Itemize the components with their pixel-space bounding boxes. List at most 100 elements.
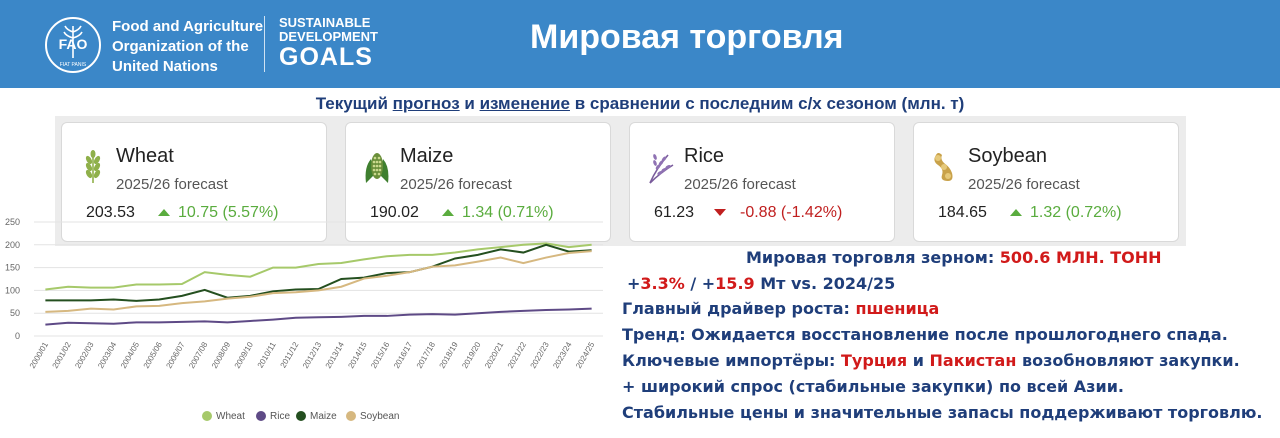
x-tick-label: 2018/19 (438, 340, 461, 370)
summary-line-2: +3.3% / +15.9 Мт vs. 2024/25 (627, 274, 895, 293)
x-tick-label: 2020/21 (483, 340, 506, 370)
trade-line-chart: 0 50 100 150 200 250 2000/01 2001/02 2002/03 2003… (5, 217, 603, 370)
text-highlight: Пакистан (929, 351, 1017, 370)
subtitle-change: изменение (479, 94, 570, 113)
legend-swatch (256, 411, 266, 422)
x-tick-label: 2013/14 (324, 340, 347, 370)
x-tick-label: 2014/15 (346, 340, 369, 370)
text-highlight: 3.3% (640, 274, 685, 293)
x-tick-label: 2004/05 (119, 340, 142, 370)
card-change: 1.34 (0.71%) (462, 204, 554, 221)
summary-line-6: + широкий спрос (стабильные закупки) по … (622, 377, 1124, 396)
x-tick-label: 2019/20 (460, 340, 483, 370)
legend-label: Wheat (216, 411, 245, 422)
summary-line-5: Ключевые импортёры: Турция и Пакистан во… (622, 351, 1240, 370)
y-tick-label: 150 (5, 263, 20, 273)
arrow-down-icon (714, 209, 726, 216)
text-part: Главный драйвер роста: (622, 299, 856, 318)
legend-item-maize: Maize (296, 411, 337, 422)
text-part: Мировая торговля зерном: (746, 248, 1000, 267)
arrow-up-icon (442, 209, 454, 216)
card-value: 190.02 (370, 204, 419, 221)
y-tick-label: 0 (15, 331, 20, 341)
subtitle-part: и (459, 94, 480, 113)
series-line-rice (45, 307, 592, 326)
x-tick-label: 2009/10 (233, 340, 256, 370)
logo-motto: FIAT PANIS (60, 62, 87, 68)
series-line-maize (45, 243, 592, 302)
card-value: 184.65 (938, 204, 987, 221)
x-tick-label: 2016/17 (392, 340, 415, 370)
fao-name-line: Food and Agriculture (112, 18, 264, 35)
legend-label: Soybean (360, 411, 400, 422)
card-rice: Rice 2025/26 forecast 61.23 -0.88 (-1.42… (629, 122, 895, 242)
card-soybean: Soybean 2025/26 forecast 184.65 1.32 (0.… (913, 122, 1179, 242)
card-name: Rice (684, 145, 725, 167)
card-subtitle: 2025/26 forecast (400, 176, 512, 193)
legend-swatch (202, 411, 212, 422)
sdg-line: DEVELOPMENT (279, 29, 378, 44)
text-part: / + (684, 274, 716, 293)
fao-logo: FAO FIAT PANIS (45, 17, 101, 73)
subtitle-part: Текущий (315, 94, 393, 113)
arrow-up-icon (1010, 209, 1022, 216)
card-subtitle: 2025/26 forecast (968, 176, 1080, 193)
x-tick-label: 2001/02 (51, 340, 74, 370)
text-highlight: 500.6 МЛН. ТОНН (999, 248, 1162, 267)
x-tick-label: 2005/06 (142, 340, 165, 370)
arrow-up-icon (158, 209, 170, 216)
card-value: 61.23 (654, 204, 695, 221)
x-tick-label: 2024/25 (574, 340, 597, 370)
text-highlight: 15.9 (715, 274, 755, 293)
legend-label: Maize (310, 411, 337, 422)
card-name: Soybean (968, 145, 1047, 167)
sdg-logo: SUSTAINABLE DEVELOPMENT GOALS (279, 15, 378, 71)
card-change: 10.75 (5.57%) (178, 204, 279, 221)
text-highlight: пшеница (855, 299, 940, 318)
text-part: возобновляют закупки. (1016, 351, 1240, 370)
x-tick-label: 2000/01 (28, 340, 51, 370)
fao-name-line: Organization of the (112, 38, 249, 55)
sdg-line: SUSTAINABLE (279, 15, 371, 30)
fao-name-line: United Nations (112, 58, 218, 75)
legend-item-soybean: Soybean (346, 411, 399, 422)
legend-swatch (346, 411, 356, 422)
y-tick-label: 50 (10, 308, 20, 318)
x-tick-label: 2021/22 (506, 340, 529, 370)
logo-letters: FAO (59, 36, 88, 52)
card-subtitle: 2025/26 forecast (116, 176, 228, 193)
x-tick-label: 2015/16 (369, 340, 392, 370)
x-tick-label: 2011/12 (279, 340, 301, 370)
x-tick-label: 2007/08 (187, 340, 210, 370)
text-part: + (627, 274, 641, 293)
page-title: Мировая торговля (530, 18, 844, 56)
x-tick-label: 2017/18 (415, 340, 438, 370)
summary-line-1: Мировая торговля зерном: 500.6 МЛН. ТОНН (746, 248, 1162, 267)
x-tick-label: 2003/04 (96, 340, 119, 370)
rice-icon (649, 154, 674, 184)
sdg-goals: GOALS (279, 43, 373, 71)
header-banner: FAO FIAT PANIS Food and Agriculture Orga… (0, 0, 1280, 88)
summary-line-3: Главный драйвер роста: пшеница (622, 299, 939, 318)
summary-line-7: Стабильные цены и значительные запасы по… (622, 403, 1263, 422)
text-highlight: Турция (841, 351, 908, 370)
series-line-wheat (45, 242, 592, 291)
subtitle: Текущий прогноз и изменение в сравнении … (0, 94, 1280, 114)
y-tick-label: 100 (5, 285, 20, 295)
wheat-icon (85, 150, 101, 183)
legend-item-rice: Rice (256, 411, 290, 422)
maize-icon (365, 153, 389, 183)
x-tick-label: 2006/07 (164, 340, 187, 370)
y-tick-label: 200 (5, 240, 20, 250)
card-value: 203.53 (86, 204, 135, 221)
subtitle-forecast: прогноз (392, 94, 460, 113)
x-tick-label: 2010/11 (256, 340, 278, 370)
subtitle-part: в сравнении с последним с/х сезоном (млн… (569, 94, 965, 113)
x-tick-label: 2008/09 (210, 340, 233, 370)
legend-label: Rice (270, 411, 291, 422)
legend-swatch (296, 411, 306, 422)
text-part: Ключевые импортёры: (622, 351, 842, 370)
text-part: Мт vs. 2024/25 (754, 274, 896, 293)
card-subtitle: 2025/26 forecast (684, 176, 796, 193)
soybean-icon (934, 153, 953, 181)
